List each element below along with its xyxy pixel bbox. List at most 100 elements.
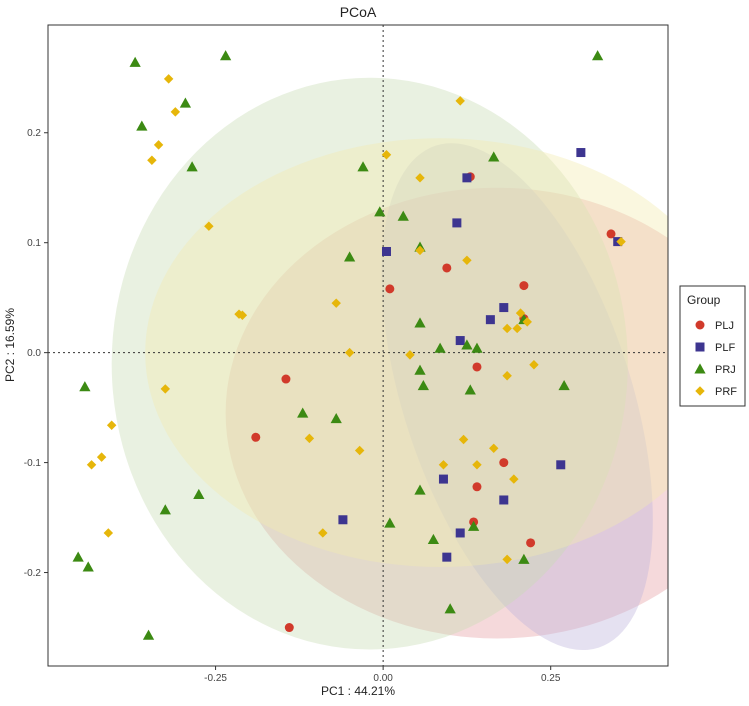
- point-plf: [556, 460, 566, 470]
- legend-title: Group: [687, 293, 721, 307]
- point-plf: [452, 218, 462, 228]
- legend: Group PLJ PLF PRJ PRF: [679, 285, 746, 407]
- legend-label-plf: PLF: [715, 342, 735, 354]
- x-tick-label: -0.25: [204, 673, 227, 684]
- point-prj: [193, 488, 205, 499]
- point-prj: [591, 50, 604, 61]
- point-prj: [488, 151, 500, 162]
- legend-marker-plj: [695, 320, 705, 330]
- point-prf: [147, 155, 157, 165]
- point-prf: [509, 474, 519, 484]
- point-prj: [414, 484, 426, 495]
- point-plj: [251, 432, 261, 442]
- point-prf: [204, 221, 214, 231]
- point-prj: [186, 161, 198, 172]
- point-plf: [576, 148, 586, 158]
- point-prj: [129, 56, 141, 67]
- point-prf: [96, 452, 107, 462]
- point-prf: [472, 460, 482, 470]
- point-prf: [354, 445, 365, 456]
- point-prf: [415, 173, 425, 183]
- chart-title: PCoA: [340, 4, 377, 20]
- point-prj: [471, 342, 483, 353]
- point-prj: [414, 317, 426, 328]
- point-prj: [142, 629, 155, 640]
- point-prj: [72, 551, 84, 562]
- legend-label-prf: PRF: [715, 386, 737, 398]
- point-prf: [512, 323, 522, 334]
- point-plj: [526, 538, 536, 548]
- point-prj: [444, 603, 456, 614]
- point-prj: [384, 517, 396, 528]
- point-plj: [472, 362, 482, 372]
- point-prf: [489, 443, 499, 454]
- point-prj: [518, 553, 530, 564]
- legend-marker-prj: [694, 363, 706, 374]
- point-plj: [472, 482, 482, 492]
- point-prf: [415, 245, 425, 256]
- plot-frame: [47, 24, 669, 667]
- point-plj: [442, 263, 452, 273]
- point-prf: [438, 460, 449, 470]
- point-prj: [397, 210, 409, 221]
- point-prf: [455, 96, 465, 106]
- point-plf: [438, 474, 448, 484]
- point-prf: [529, 360, 539, 370]
- point-prj: [159, 504, 171, 515]
- point-plf: [499, 495, 509, 505]
- point-prj: [330, 412, 342, 424]
- point-prf: [318, 528, 328, 538]
- point-prj: [461, 339, 473, 350]
- point-plf: [455, 336, 465, 346]
- point-prj: [414, 364, 426, 375]
- point-prj: [558, 380, 570, 391]
- point-plf: [338, 515, 348, 525]
- point-layer: [72, 50, 626, 640]
- point-prf: [522, 317, 532, 327]
- point-prf: [515, 308, 526, 318]
- point-plf: [485, 315, 495, 325]
- x-tick-label: 0.25: [541, 673, 561, 684]
- point-prj: [434, 342, 446, 353]
- point-plf: [499, 303, 509, 313]
- point-plf: [442, 552, 452, 562]
- x-tick-label: 0.00: [373, 673, 393, 684]
- point-prf: [304, 433, 315, 444]
- point-prj: [136, 120, 148, 131]
- point-prj: [427, 533, 440, 545]
- legend-marker-plf: [695, 342, 705, 352]
- point-prj: [357, 161, 369, 172]
- point-prf: [237, 310, 248, 320]
- point-prj: [464, 384, 476, 395]
- point-prf: [103, 528, 114, 538]
- y-axis-label: PC2 : 16.59%: [3, 308, 17, 382]
- legend-marker-prf: [695, 386, 705, 396]
- point-prj: [417, 380, 429, 391]
- point-prf: [170, 107, 181, 117]
- point-prf: [331, 298, 341, 308]
- legend-box: [679, 285, 746, 407]
- point-prj: [297, 407, 309, 418]
- y-tick-label: -0.1: [24, 458, 42, 469]
- reference-lines: [48, 25, 668, 666]
- point-prj: [82, 561, 94, 572]
- y-axis: -0.2 -0.1 0.0 0.1 0.2: [24, 128, 48, 579]
- point-prf: [458, 434, 469, 445]
- point-prf: [381, 150, 392, 160]
- point-prj: [219, 50, 232, 61]
- point-prj: [374, 206, 386, 217]
- ellipse-prj: [111, 77, 628, 650]
- point-plj: [519, 281, 529, 291]
- y-tick-label: -0.2: [24, 568, 42, 579]
- legend-label-plj: PLJ: [715, 320, 734, 332]
- point-plj: [281, 374, 291, 384]
- point-prf: [344, 347, 355, 358]
- point-prf: [86, 460, 97, 470]
- point-prf: [502, 323, 512, 334]
- x-axis: -0.25 0.00 0.25: [204, 666, 561, 684]
- point-plj: [385, 284, 395, 294]
- point-prf: [502, 554, 512, 565]
- point-prj: [467, 520, 480, 531]
